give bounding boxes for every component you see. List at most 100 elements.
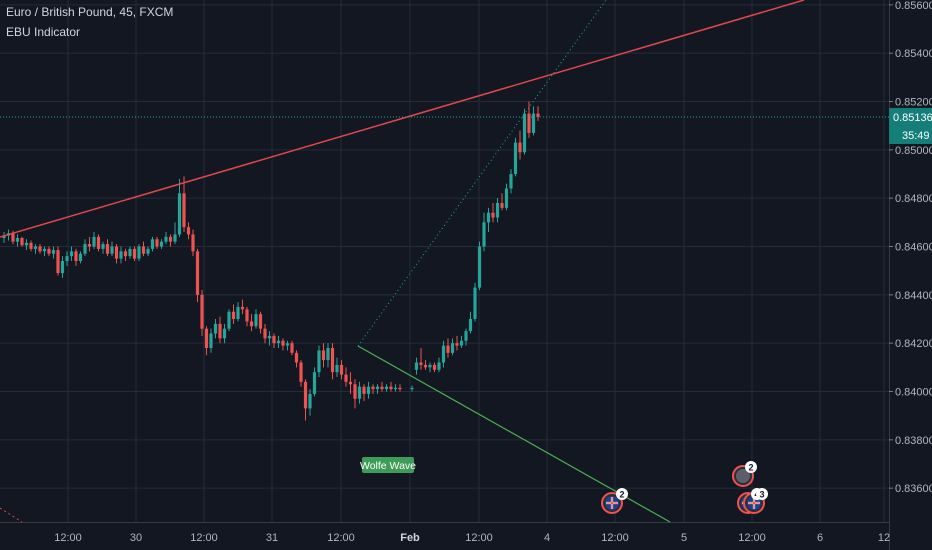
last-price-tag <box>889 107 932 126</box>
candle-body <box>419 362 423 365</box>
time-tick-label: 31 <box>266 532 278 544</box>
candle-body <box>441 345 446 363</box>
candle-body <box>240 306 245 310</box>
candle-body <box>339 364 344 375</box>
candle-body <box>486 212 491 223</box>
upper-trendline <box>0 0 805 238</box>
event-flag-0[interactable] <box>601 492 623 514</box>
price-axis[interactable]: 0.85600 0.85400 0.85200 0.85000 0.84800 0.846… <box>889 0 932 550</box>
candle-body <box>200 294 204 329</box>
candle-body <box>380 386 384 390</box>
price-tick-label: 0.84200 <box>895 338 932 350</box>
candle-body <box>236 306 240 319</box>
candle-body <box>384 386 389 390</box>
candle-body <box>276 340 281 344</box>
price-tick-label: 0.84000 <box>895 387 932 399</box>
candle-body <box>455 343 459 346</box>
candle-body <box>56 250 60 274</box>
candle-body <box>299 362 303 382</box>
candle-body <box>459 340 464 346</box>
candle-body <box>38 246 42 252</box>
time-tick-label: 6 <box>817 532 823 544</box>
candle-body <box>60 261 65 274</box>
price-tick-label: 0.85600 <box>895 0 932 12</box>
candle-body <box>164 236 168 242</box>
candle-body <box>101 244 105 249</box>
candle-body <box>159 241 164 247</box>
last-price-value: 0.85136 <box>893 112 932 124</box>
candle-body <box>123 251 128 257</box>
candle-body <box>437 362 441 370</box>
candle-body <box>173 234 177 242</box>
candle-body <box>428 364 432 368</box>
candle-body <box>290 343 294 353</box>
candle-body <box>348 381 353 385</box>
candle-body <box>141 246 146 254</box>
candle-body <box>272 335 276 344</box>
symbol-title[interactable]: Euro / British Pound, 45, FXCM <box>6 5 174 19</box>
candle-body <box>51 250 56 254</box>
time-tick-label: 12:00 <box>601 532 629 544</box>
candle-body <box>344 374 348 382</box>
candle-body <box>24 242 29 246</box>
candle-body <box>446 345 450 353</box>
event-count-badge-1-bg <box>745 461 757 473</box>
candle-body <box>114 246 119 259</box>
eu-flag-icon <box>736 469 750 483</box>
wolfe-wave-label: Wolfe Wave <box>360 460 416 472</box>
candle-body <box>495 203 500 218</box>
candle-body <box>330 348 335 373</box>
candle-body <box>249 321 254 327</box>
candle-body <box>33 246 38 249</box>
candle-body <box>128 248 132 257</box>
event-count-badge-1: 2 <box>748 463 753 473</box>
candle-body <box>119 251 123 259</box>
candle-body <box>393 387 398 390</box>
candle-body <box>213 323 218 334</box>
price-tick-label: 0.85200 <box>895 97 932 109</box>
candle-body <box>137 246 141 259</box>
drawings: Wolfe Wave2243 <box>0 0 889 523</box>
candle-body <box>168 236 173 242</box>
candle-body <box>423 364 428 368</box>
candle-body <box>353 384 357 399</box>
time-tick-label: 12:00 <box>327 532 355 544</box>
candle-body <box>303 381 308 409</box>
wolfe-target-line <box>357 0 607 347</box>
candle-body <box>432 364 437 370</box>
wolfe-wave-label-box <box>362 457 414 473</box>
time-axis[interactable]: 12:00 30 12:00 31 12:00 Feb 12:00 4 12:00 5 12:00 6… <box>0 522 890 545</box>
candle-body <box>389 386 393 390</box>
candle-body <box>317 350 321 373</box>
candle-body <box>222 328 227 339</box>
time-tick-label: 5 <box>681 532 687 544</box>
candle-body <box>335 364 339 373</box>
candle-body <box>186 227 191 235</box>
time-tick-label: 12:00 <box>54 532 82 544</box>
indicator-name[interactable]: EBU Indicator <box>6 25 81 39</box>
candle-body <box>42 248 47 252</box>
candle-body <box>146 248 150 254</box>
time-tick-label: 30 <box>130 532 142 544</box>
candle-body <box>468 319 473 332</box>
candle-body <box>504 188 509 208</box>
time-tick-label: 12:00 <box>190 532 218 544</box>
candle-body <box>254 314 258 327</box>
candle-body <box>209 333 213 348</box>
candle-body <box>357 386 362 399</box>
price-tick-label: 0.84800 <box>895 193 932 205</box>
candle-body <box>218 323 222 339</box>
candle-body <box>92 236 96 247</box>
candle-body <box>375 386 380 390</box>
time-tick-label: 12 <box>878 532 890 544</box>
candle-body <box>500 203 504 208</box>
candle-body <box>15 238 20 242</box>
bar-countdown-tag <box>889 125 932 144</box>
candle-body <box>531 113 536 133</box>
candle-body <box>2 235 6 239</box>
candle-body <box>267 335 272 339</box>
price-tick-label: 0.84400 <box>895 290 932 302</box>
